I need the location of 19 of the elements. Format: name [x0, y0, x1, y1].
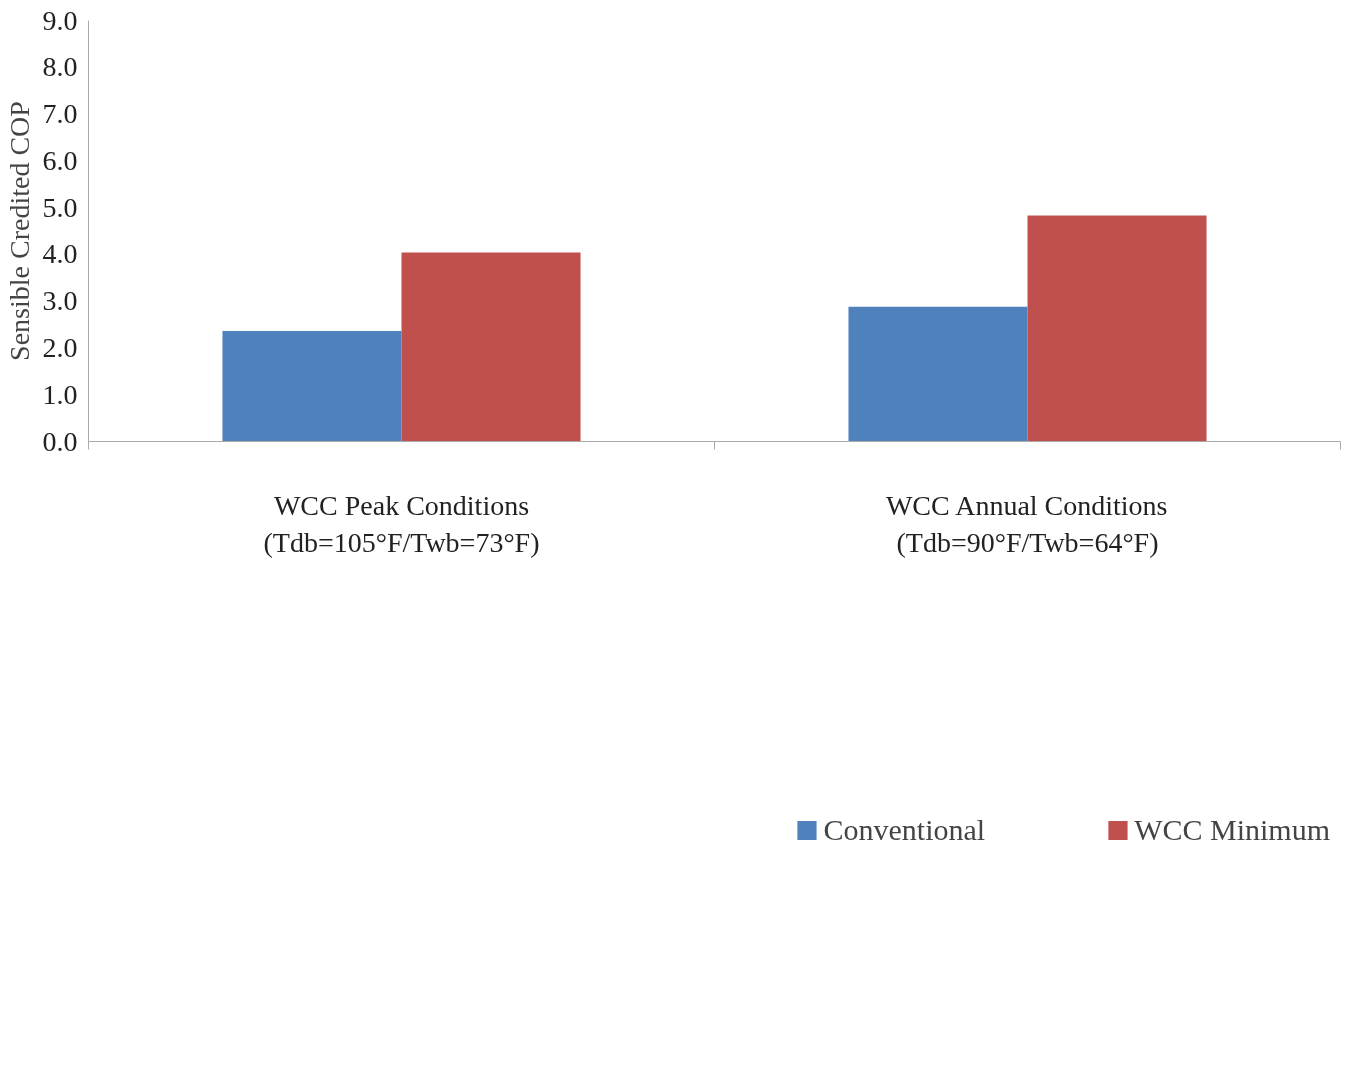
- y-tick-label: 3.0: [42, 285, 78, 317]
- x-tick-label: WCC Annual Conditions (Tdb=90°F/Twb=64°F): [885, 489, 1168, 558]
- y-tick-label: 8.0: [42, 51, 78, 83]
- bar: [1027, 215, 1207, 442]
- bar: [222, 331, 402, 442]
- bar: [401, 252, 581, 442]
- y-tick-label: 2.0: [42, 331, 78, 363]
- y-tick-label: 4.0: [42, 238, 78, 270]
- y-tick-label: 1.0: [42, 378, 78, 410]
- legend-label: WCC Minimum: [1134, 813, 1330, 847]
- y-tick-label: 6.0: [42, 144, 78, 176]
- y-axis-title: Sensible Credited COP: [3, 101, 35, 361]
- y-tick-label: 5.0: [42, 191, 78, 223]
- y-tick-label: 9.0: [42, 4, 78, 36]
- x-tick-label: WCC Peak Conditions (Tdb=105°F/Twb=73°F): [263, 489, 540, 558]
- legend-label: Conventional: [823, 813, 986, 847]
- y-tick-label: 7.0: [42, 98, 78, 130]
- bar: [848, 306, 1028, 442]
- y-tick-label: 0.0: [42, 425, 78, 457]
